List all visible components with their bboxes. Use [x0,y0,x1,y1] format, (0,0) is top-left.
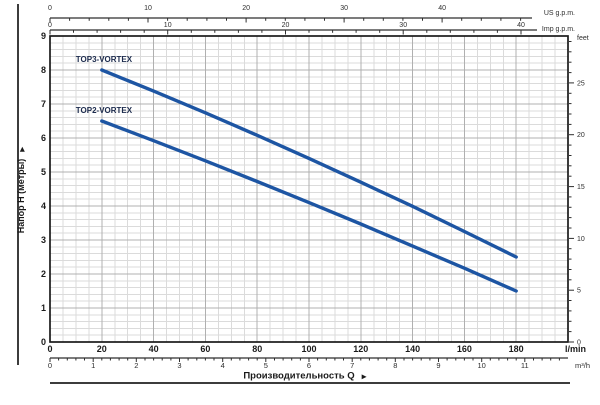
svg-text:40: 40 [438,5,446,12]
svg-text:40: 40 [149,344,159,354]
svg-text:2: 2 [41,269,46,279]
svg-text:4: 4 [41,201,46,211]
svg-text:4: 4 [221,361,225,370]
svg-text:20: 20 [242,5,250,12]
svg-text:30: 30 [399,22,407,29]
page-bottom-rule [50,382,570,384]
svg-text:20: 20 [577,132,585,139]
svg-text:80: 80 [252,344,262,354]
svg-text:30: 30 [340,5,348,12]
svg-text:5: 5 [264,361,268,370]
svg-text:20: 20 [97,344,107,354]
axis-feet: 0 5 10 15 20 25 feet [569,35,589,347]
svg-text:0: 0 [48,5,52,12]
axis-us-gpm-unit-label: US g.p.m. [544,10,575,17]
svg-text:2: 2 [134,361,138,370]
svg-text:0: 0 [47,344,52,354]
svg-text:7: 7 [41,99,46,109]
svg-text:6: 6 [41,133,46,143]
axis-imp-gpm-unit-label: Imp g.p.m. [542,26,575,33]
svg-text:8: 8 [41,65,46,75]
page-left-rule [17,4,19,365]
svg-text:6: 6 [307,361,311,370]
grid [50,36,568,342]
x-axis-title: Производительность Q ▶ [243,371,366,382]
axis-feet-unit-label: feet [577,35,589,42]
axis-meters: 0 1 2 3 4 5 6 7 8 9 Напор H (метры)▶ [16,31,46,347]
axis-lmin-unit-label: l/min [565,344,586,354]
svg-text:10: 10 [144,5,152,12]
svg-text:8: 8 [393,361,397,370]
axis-m3h: 0 1 2 3 4 5 6 7 8 9 10 11 m³/h [48,357,590,370]
svg-text:0: 0 [48,361,52,370]
svg-text:40: 40 [517,22,525,29]
svg-text:100: 100 [301,344,316,354]
plot-frame [49,35,569,343]
svg-text:11: 11 [521,361,529,370]
svg-text:9: 9 [41,31,46,41]
series-label-top3-vortex: TOP3-VORTEX [76,55,133,64]
curve-top2-vortex [100,119,518,293]
svg-text:0: 0 [48,22,52,29]
svg-text:5: 5 [41,167,46,177]
axis-imp-gpm: 0 10 20 30 40 Imp g.p.m. [48,22,575,35]
svg-text:7: 7 [350,361,354,370]
svg-text:0: 0 [41,337,46,347]
svg-text:0: 0 [577,340,581,347]
svg-text:3: 3 [41,235,46,245]
svg-text:10: 10 [478,361,486,370]
svg-text:1: 1 [91,361,95,370]
svg-text:10: 10 [164,22,172,29]
axis-m3h-unit-label: m³/h [575,361,590,370]
y-axis-title: Напор H (метры)▶ [16,147,26,234]
curve-top3-vortex [100,68,518,259]
svg-text:160: 160 [457,344,472,354]
svg-text:120: 120 [353,344,368,354]
series-label-top2-vortex: TOP2-VORTEX [76,106,133,115]
svg-text:180: 180 [509,344,524,354]
svg-text:1: 1 [41,303,46,313]
svg-text:25: 25 [577,80,585,87]
svg-text:60: 60 [200,344,210,354]
svg-text:10: 10 [577,236,585,243]
axis-us-gpm: 0 10 20 30 40 US g.p.m. [48,5,575,23]
svg-text:3: 3 [177,361,181,370]
svg-text:5: 5 [577,288,581,295]
svg-text:20: 20 [282,22,290,29]
axis-lmin: 0 20 40 60 80 100 120 140 160 180 l/min [47,344,586,354]
svg-text:140: 140 [405,344,420,354]
svg-text:9: 9 [436,361,440,370]
svg-text:15: 15 [577,184,585,191]
